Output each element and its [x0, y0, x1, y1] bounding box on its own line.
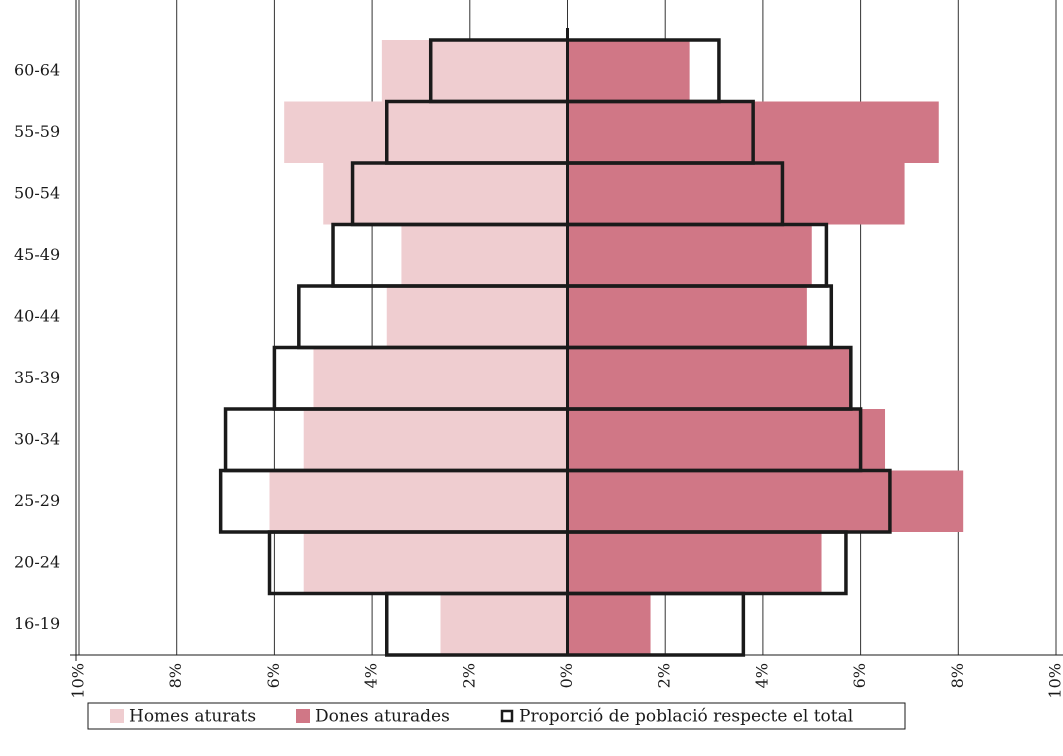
bar	[567, 163, 905, 225]
x-tick-label: 10%	[69, 663, 88, 699]
y-tick-label: 25-29	[14, 491, 60, 510]
x-tick-label: 10%	[1046, 663, 1063, 699]
bar	[284, 101, 568, 163]
bar	[567, 593, 651, 655]
legend-label: Dones aturades	[315, 707, 450, 727]
y-tick-label: 16-19	[14, 614, 60, 633]
bar	[323, 163, 568, 225]
bar	[567, 347, 851, 409]
bar	[381, 40, 568, 102]
legend-swatch	[296, 709, 310, 723]
legend-swatch	[110, 709, 124, 723]
x-tick-label: 6%	[850, 663, 869, 688]
x-tick-label: 4%	[362, 663, 381, 688]
y-tick-label: 55-59	[14, 122, 60, 141]
x-tick-label: 0%	[557, 663, 576, 688]
bar	[401, 224, 568, 286]
y-tick-label: 35-39	[14, 368, 60, 387]
bar	[567, 532, 822, 594]
legend-box	[87, 702, 906, 730]
bar	[269, 470, 568, 532]
y-tick-label: 50-54	[14, 183, 60, 202]
bar	[303, 409, 568, 471]
bar	[567, 224, 812, 286]
y-tick-label: 30-34	[14, 429, 60, 448]
legend-label: Homes aturats	[129, 707, 256, 727]
bar	[303, 532, 568, 594]
x-tick-label: 4%	[752, 663, 771, 688]
bar	[440, 593, 568, 655]
bar	[313, 347, 568, 409]
bar	[386, 286, 568, 348]
y-tick-label: 20-24	[14, 552, 60, 571]
bar	[567, 470, 964, 532]
x-tick-label: 8%	[948, 663, 967, 688]
bar	[567, 40, 690, 102]
legend-swatch	[500, 709, 514, 723]
legend-label: Proporció de població respecte el total	[519, 707, 853, 727]
x-tick-label: 2%	[655, 663, 674, 688]
x-tick-label: 2%	[459, 663, 478, 688]
y-tick-label: 45-49	[14, 245, 60, 264]
bar	[567, 286, 807, 348]
x-tick-label: 8%	[166, 663, 185, 688]
y-tick-label: 40-44	[14, 306, 60, 325]
x-tick-label: 6%	[264, 663, 283, 688]
bar	[567, 409, 886, 471]
y-tick-label: 60-64	[14, 60, 60, 79]
